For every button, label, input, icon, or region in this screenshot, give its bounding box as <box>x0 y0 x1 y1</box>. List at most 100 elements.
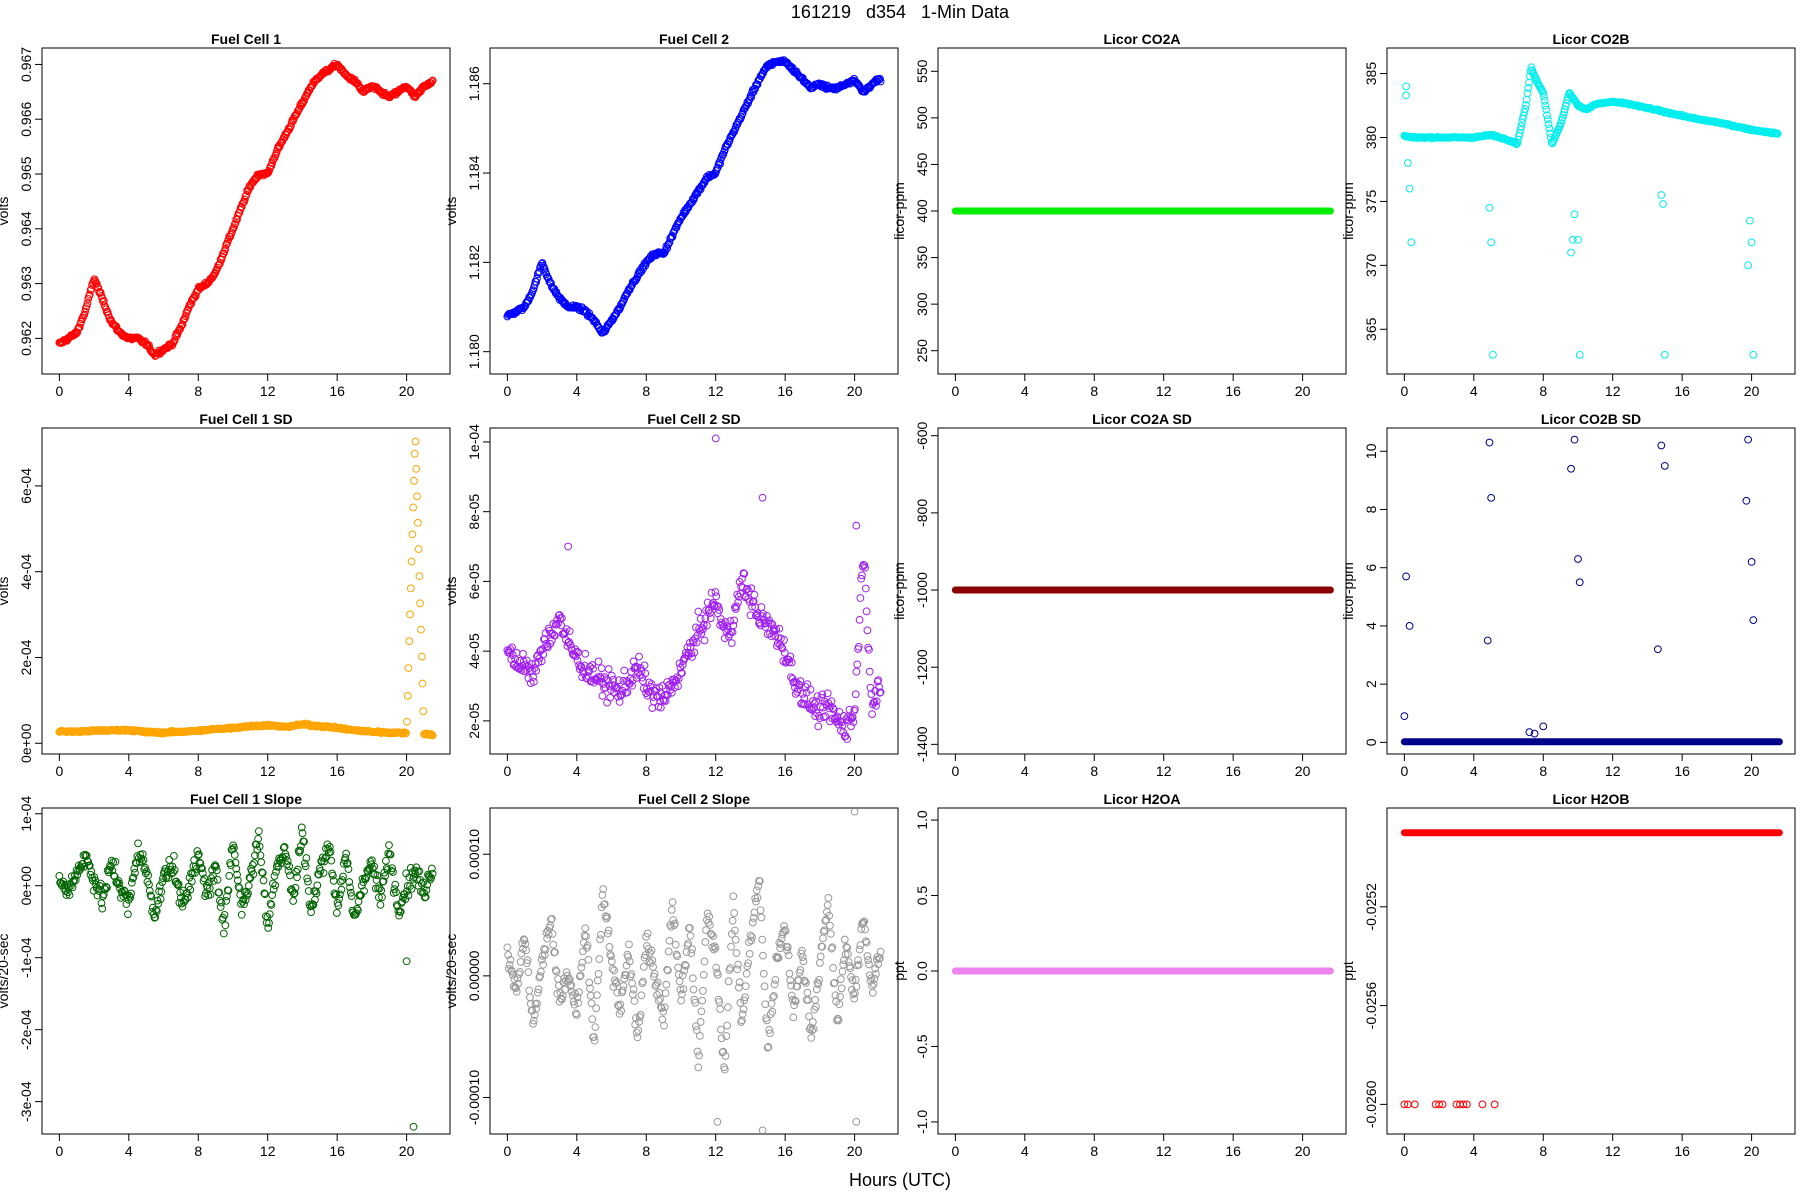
chart-fuel-cell-2-slope-point <box>740 996 749 1005</box>
chart-fuel-cell-2-sd-outlier-point <box>758 493 767 502</box>
chart-fuel-cell-2-sd-point <box>873 677 882 686</box>
chart-fuel-cell-2-sd-point <box>851 690 860 699</box>
chart-licor-co2b-sd-outlier-point <box>1402 572 1410 581</box>
chart-fuel-cell-2-slope-point <box>731 935 740 944</box>
chart-licor-co2b-outlier-point <box>1568 235 1577 244</box>
chart-fuel-cell-2-slope-ylabel: volts/20-sec <box>443 934 459 1009</box>
chart-fuel-cell-1-slope-point <box>339 859 348 868</box>
chart-fuel-cell-2-sd-point <box>732 602 741 611</box>
chart-fuel-cell-2-slope-point <box>692 1022 700 1031</box>
chart-fuel-cell-2-slope-point <box>607 957 616 966</box>
chart-fuel-cell-1-slope-ytick-label: -3e-04 <box>18 1081 34 1122</box>
chart-fuel-cell-1-slope-xtick-label: 16 <box>329 1143 345 1159</box>
chart-fuel-cell-2-slope-point <box>786 976 795 985</box>
chart-fuel-cell-1-slope-point <box>422 886 431 895</box>
chart-fuel-cell-2-slope-ytick-label: -0.00010 <box>466 1070 482 1125</box>
chart-fuel-cell-1-slope-point <box>159 874 167 883</box>
chart-fuel-cell-2-sd-point <box>794 685 802 694</box>
chart-licor-co2a-sd-xtick-label: 0 <box>951 763 959 779</box>
chart-fuel-cell-2-slope-point <box>763 1043 772 1052</box>
chart-licor-co2b-outlier-point <box>1660 350 1669 359</box>
chart-fuel-cell-1-slope-point <box>292 867 301 876</box>
chart-licor-h2oa-ytick-label: 0.5 <box>914 886 930 906</box>
chart-fuel-cell-2-point <box>723 140 732 149</box>
chart-fuel-cell-2-sd-ylabel: volts <box>443 577 459 606</box>
chart-fuel-cell-1-point <box>75 323 84 332</box>
chart-fuel-cell-2-slope-point <box>721 1052 730 1060</box>
chart-fuel-cell-2-sd-point <box>519 649 527 658</box>
chart-fuel-cell-1-point <box>231 219 240 228</box>
chart-fuel-cell-1-slope-point <box>360 874 369 883</box>
chart-fuel-cell-2-slope-point <box>694 1063 703 1072</box>
chart-fuel-cell-2-slope-point <box>624 952 633 961</box>
chart-fuel-cell-2-sd-point <box>856 594 865 602</box>
chart-fuel-cell-2-slope-point <box>800 976 809 985</box>
chart-licor-co2b-ytick-label: 375 <box>1363 190 1379 214</box>
chart-licor-h2ob-outlier-point <box>1400 1100 1409 1109</box>
chart-fuel-cell-2-slope-point <box>706 929 715 938</box>
chart-fuel-cell-1-slope: Fuel Cell 1 Slope 0 4 8 12 16 20 -3e-04 -2e-04 -1… <box>0 791 451 1159</box>
chart-fuel-cell-2-slope-point <box>854 960 863 969</box>
chart-fuel-cell-2-slope-point <box>831 991 840 1000</box>
chart-fuel-cell-1-slope-point <box>64 883 73 892</box>
chart-fuel-cell-2-slope-point <box>512 984 520 992</box>
chart-fuel-cell-1-slope-outlier-point <box>409 1122 418 1131</box>
chart-fuel-cell-2-slope-point <box>827 944 836 953</box>
chart-fuel-cell-1-slope-point <box>99 890 108 899</box>
chart-fuel-cell-2-sd-point <box>785 658 794 667</box>
chart-licor-co2b-outlier-point <box>1659 200 1667 208</box>
chart-fuel-cell-2-slope-point <box>663 965 672 974</box>
chart-fuel-cell-1-ytick-label: 0.964 <box>18 211 34 246</box>
chart-licor-co2a-sd-xtick-label: 20 <box>1295 763 1311 779</box>
chart-fuel-cell-1-slope-point <box>338 876 347 884</box>
chart-fuel-cell-2-slope-point <box>647 946 656 955</box>
chart-fuel-cell-1-point <box>268 156 277 165</box>
chart-fuel-cell-2-slope-point <box>784 951 793 960</box>
chart-fuel-cell-2-slope-point <box>529 1019 537 1028</box>
chart-fuel-cell-2-slope-point <box>536 972 544 980</box>
chart-licor-co2a-sd-title: Licor CO2A SD <box>1092 411 1192 427</box>
chart-licor-h2ob-outlier-point <box>1490 1100 1499 1109</box>
chart-fuel-cell-2-sd-point <box>701 614 710 623</box>
chart-fuel-cell-2-slope-point <box>872 970 880 978</box>
chart-fuel-cell-2-slope-point <box>774 954 783 962</box>
chart-licor-h2oa-ytick-label: 1.0 <box>914 810 930 830</box>
chart-fuel-cell-2-sd-xtick-label: 16 <box>777 763 793 779</box>
chart-fuel-cell-2-ytick-label: 1.184 <box>466 155 482 190</box>
chart-fuel-cell-1-slope-point <box>391 880 400 889</box>
chart-licor-h2ob-outlier-point <box>1410 1100 1419 1109</box>
chart-fuel-cell-2-slope-point <box>645 957 654 966</box>
chart-fuel-cell-2-sd-point <box>611 681 619 690</box>
chart-fuel-cell-1-point <box>74 324 82 333</box>
chart-fuel-cell-1-slope-point <box>265 919 273 927</box>
chart-fuel-cell-2-slope-point <box>547 914 556 923</box>
chart-fuel-cell-2-sd-point <box>523 662 532 670</box>
chart-fuel-cell-2-slope-point <box>629 985 638 994</box>
chart-licor-co2a-ytick-label: 300 <box>914 292 930 316</box>
chart-fuel-cell-1-slope-point <box>170 852 178 860</box>
chart-licor-co2b-outlier-point <box>1749 350 1758 359</box>
chart-fuel-cell-1-sd-point <box>418 679 427 688</box>
chart-fuel-cell-2-slope-point <box>605 943 614 951</box>
chart-fuel-cell-2-point <box>573 303 582 312</box>
chart-licor-co2b-point <box>1516 125 1525 134</box>
chart-fuel-cell-2-slope-point <box>715 998 724 1006</box>
chart-fuel-cell-2-sd-point <box>801 700 809 709</box>
chart-fuel-cell-1-slope-point <box>198 869 207 878</box>
chart-fuel-cell-2-sd-xtick-label: 20 <box>847 763 863 779</box>
chart-fuel-cell-2-slope-point <box>819 934 827 943</box>
chart-fuel-cell-2-slope-point <box>635 1017 643 1026</box>
chart-fuel-cell-1-sd-xtick-label: 16 <box>329 763 345 779</box>
chart-fuel-cell-1-point <box>428 76 437 85</box>
chart-fuel-cell-1-xtick-label: 4 <box>125 383 133 399</box>
chart-fuel-cell-2-sd-point <box>598 691 607 700</box>
chart-fuel-cell-2-slope-point <box>759 969 768 978</box>
chart-fuel-cell-1-slope-point <box>346 883 354 892</box>
chart-licor-co2b-sd-outlier-point <box>1749 616 1758 625</box>
chart-fuel-cell-2-point <box>546 278 555 287</box>
chart-fuel-cell-1-xtick-label: 0 <box>55 383 63 399</box>
chart-fuel-cell-2-sd-point <box>851 705 859 714</box>
chart-fuel-cell-2-slope-ytick-label: 0.00000 <box>466 950 482 1001</box>
chart-fuel-cell-2-slope-point <box>691 998 700 1007</box>
chart-fuel-cell-2-sd-point <box>734 598 742 607</box>
